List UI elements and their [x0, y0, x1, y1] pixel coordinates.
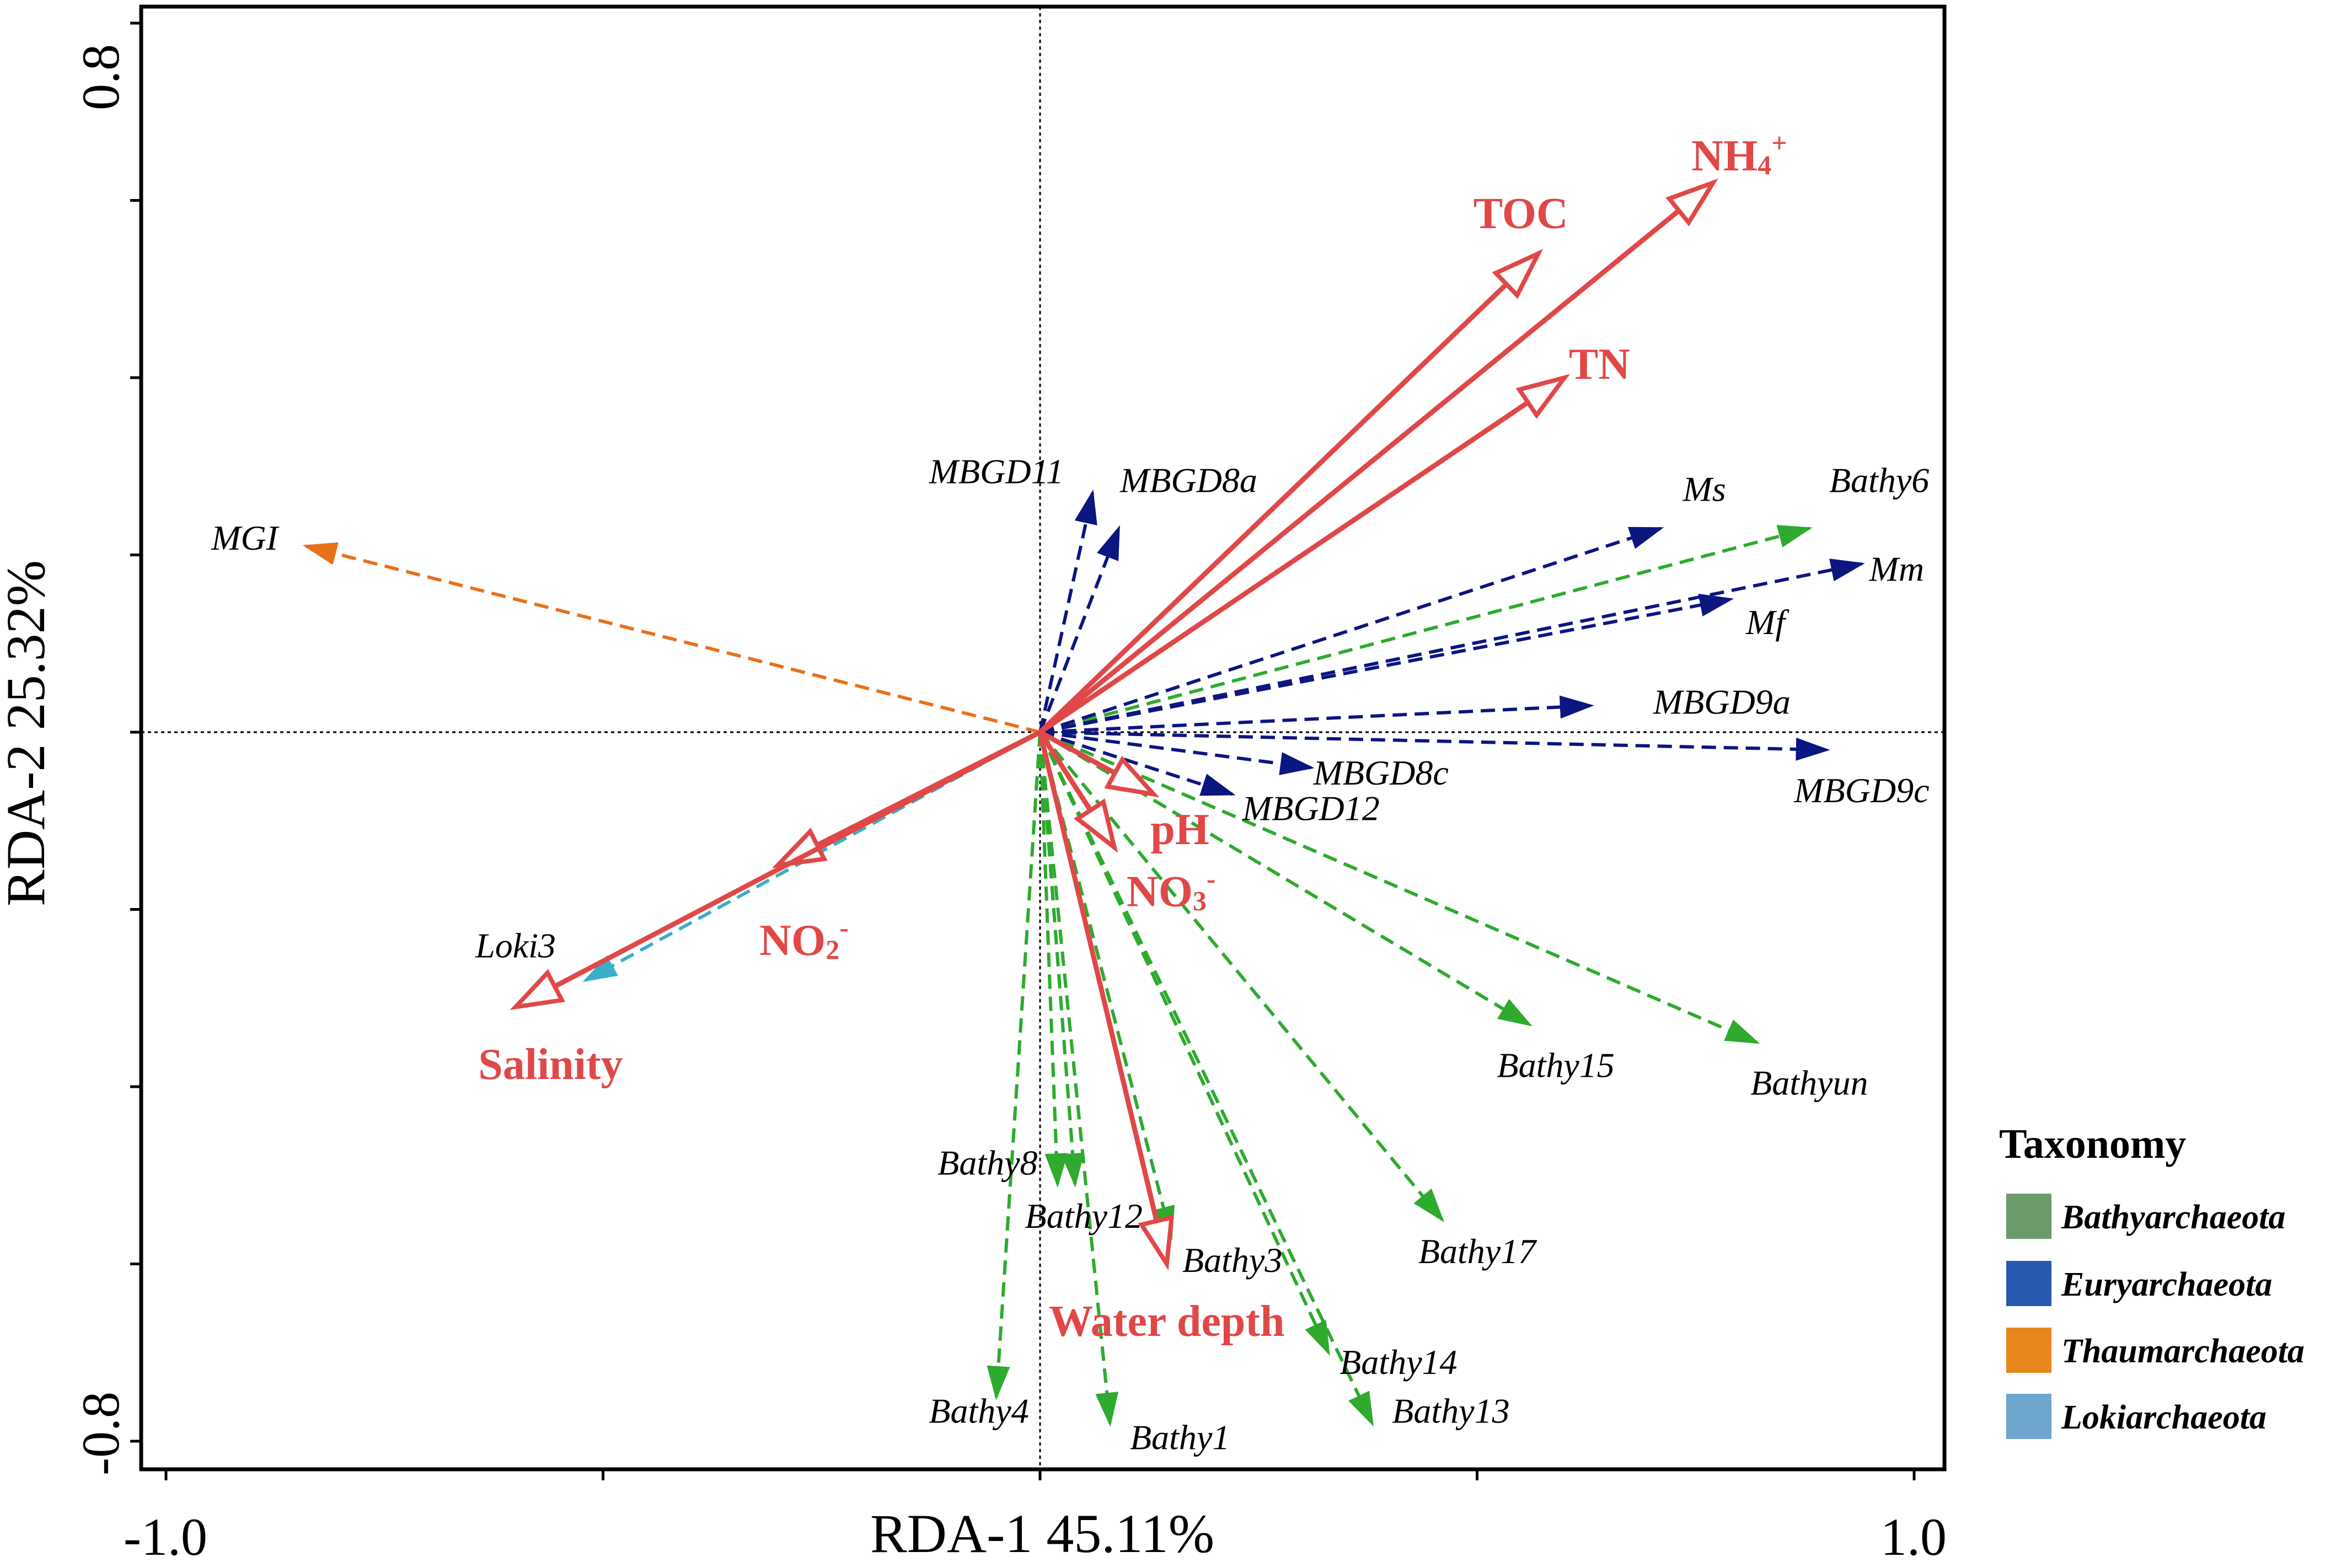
- env-label-ph: pH: [1150, 806, 1209, 854]
- species-label-mbgd9c: MBGD9c: [1793, 771, 1929, 810]
- env-arrowhead-no3: [1073, 798, 1118, 853]
- species-label-bathy8: Bathy8: [937, 1143, 1037, 1182]
- species-arrow-bathy17: [1038, 731, 1445, 1222]
- species-arrow-mbgd11: [1038, 489, 1097, 733]
- species-label-mf: Mf: [1745, 603, 1789, 642]
- env-arrow-no3: [1038, 731, 1093, 812]
- legend-swatch-0: [2006, 1194, 2051, 1239]
- species-arrow-bathy13: [1038, 731, 1374, 1427]
- env-label-nh4: NH4+: [1691, 128, 1787, 181]
- species-label-bathy13: Bathy13: [1392, 1391, 1509, 1430]
- legend-title: Taxonomy: [1999, 1121, 2186, 1167]
- env-arrow-ph: [1038, 730, 1116, 776]
- species-arrow-mgi: [302, 542, 1041, 734]
- species-label-mbgd8c: MBGD8c: [1313, 753, 1449, 792]
- species-arrow-bathyun: [1039, 731, 1760, 1044]
- species-arrow-mbgd12: [1040, 731, 1236, 796]
- species-label-bathy1: Bathy1: [1130, 1418, 1230, 1457]
- species-label-ms: Ms: [1682, 470, 1726, 509]
- env-arrowhead-salinity: [510, 969, 566, 1010]
- env-arrowhead-ph: [1104, 755, 1160, 798]
- species-label-bathy15: Bathy15: [1497, 1046, 1615, 1085]
- legend-swatch-2: [2006, 1328, 2051, 1373]
- plot-frame: [139, 4, 1947, 1472]
- legend-label-1: Euryarchaeota: [2061, 1266, 2272, 1303]
- species-label-bathy17: Bathy17: [1418, 1232, 1537, 1271]
- species-label-mbgd11: MBGD11: [929, 452, 1064, 491]
- y-tick-label-max: 0.8: [71, 44, 130, 110]
- species-vectors: [302, 489, 1865, 1427]
- env-arrowhead-nh4: [1665, 178, 1718, 227]
- vector-labels: Bathy6 Bathy15 Bathyun Bathy17 Bathy8 Bathy12…: [211, 128, 1929, 1457]
- env-label-water-depth: Water depth: [1049, 1297, 1284, 1346]
- species-arrow-bathy12: [1038, 732, 1085, 1188]
- species-arrow-bathy4: [987, 732, 1042, 1400]
- env-arrowhead-toc: [1492, 249, 1544, 299]
- species-label-mbgd12: MBGD12: [1242, 788, 1380, 828]
- env-arrow-water-depth: [1037, 731, 1159, 1222]
- env-label-no3: NO3-: [1127, 863, 1216, 916]
- env-arrowhead-water-depth: [1138, 1214, 1175, 1271]
- env-label-salinity: Salinity: [478, 1040, 623, 1089]
- species-label-mbgd8a: MBGD8a: [1119, 461, 1257, 500]
- species-arrow-mbgd8a: [1038, 525, 1121, 733]
- env-arrow-salinity: [553, 730, 1042, 989]
- legend-label-3: Lokiarchaeota: [2061, 1399, 2267, 1436]
- species-arrow-mm: [1040, 559, 1865, 734]
- env-arrowhead-tn: [1515, 374, 1571, 419]
- species-label-bathy3: Bathy3: [1182, 1241, 1282, 1280]
- x-tick-label-min: -1.0: [124, 1507, 207, 1566]
- environment-vectors: [510, 178, 1718, 1271]
- species-label-loki3: Loki3: [475, 926, 556, 965]
- species-label-bathy12: Bathy12: [1025, 1196, 1143, 1236]
- legend-label-0: Bathyarchaeota: [2061, 1199, 2285, 1236]
- env-label-tn: TN: [1569, 340, 1630, 389]
- species-arrow-mbgd8c: [1040, 731, 1315, 775]
- x-axis-title: RDA-1 45.11%: [870, 1503, 1214, 1564]
- env-arrow-toc: [1038, 282, 1508, 734]
- legend-swatch-1: [2006, 1261, 2051, 1306]
- species-label-mm: Mm: [1869, 549, 1925, 588]
- species-arrow-loki3: [582, 731, 1041, 982]
- env-arrowhead-no2: [771, 828, 828, 868]
- species-label-bathyun: Bathyun: [1750, 1064, 1868, 1103]
- legend: Taxonomy Bathyarchaeota Euryarchaeota Th…: [1999, 1121, 2305, 1439]
- species-arrow-mf: [1040, 593, 1734, 734]
- species-label-bathy4: Bathy4: [929, 1391, 1028, 1430]
- species-label-bathy14: Bathy14: [1340, 1343, 1457, 1382]
- species-arrow-bathy6: [1040, 525, 1813, 734]
- species-label-mgi: MGI: [211, 518, 280, 557]
- env-label-no2: NO2-: [759, 912, 849, 965]
- x-tick-label-max: 1.0: [1880, 1507, 1947, 1566]
- species-arrow-bathy8: [1038, 732, 1068, 1188]
- species-arrow-bathy1: [1038, 732, 1119, 1427]
- species-label-mbgd9a: MBGD9a: [1653, 682, 1791, 721]
- env-label-toc: TOC: [1474, 190, 1568, 238]
- env-arrow-nh4: [1038, 208, 1681, 734]
- y-tick-label-min: -0.8: [71, 1392, 130, 1475]
- env-arrow-tn: [1038, 400, 1530, 734]
- species-label-bathy6: Bathy6: [1829, 461, 1929, 500]
- species-arrow-mbgd9a: [1040, 695, 1594, 734]
- legend-label-2: Thaumarchaeota: [2061, 1333, 2305, 1370]
- legend-swatch-3: [2006, 1394, 2051, 1439]
- y-axis-title: RDA-2 25.32%: [0, 560, 56, 906]
- axis-ticks: [130, 22, 1916, 1480]
